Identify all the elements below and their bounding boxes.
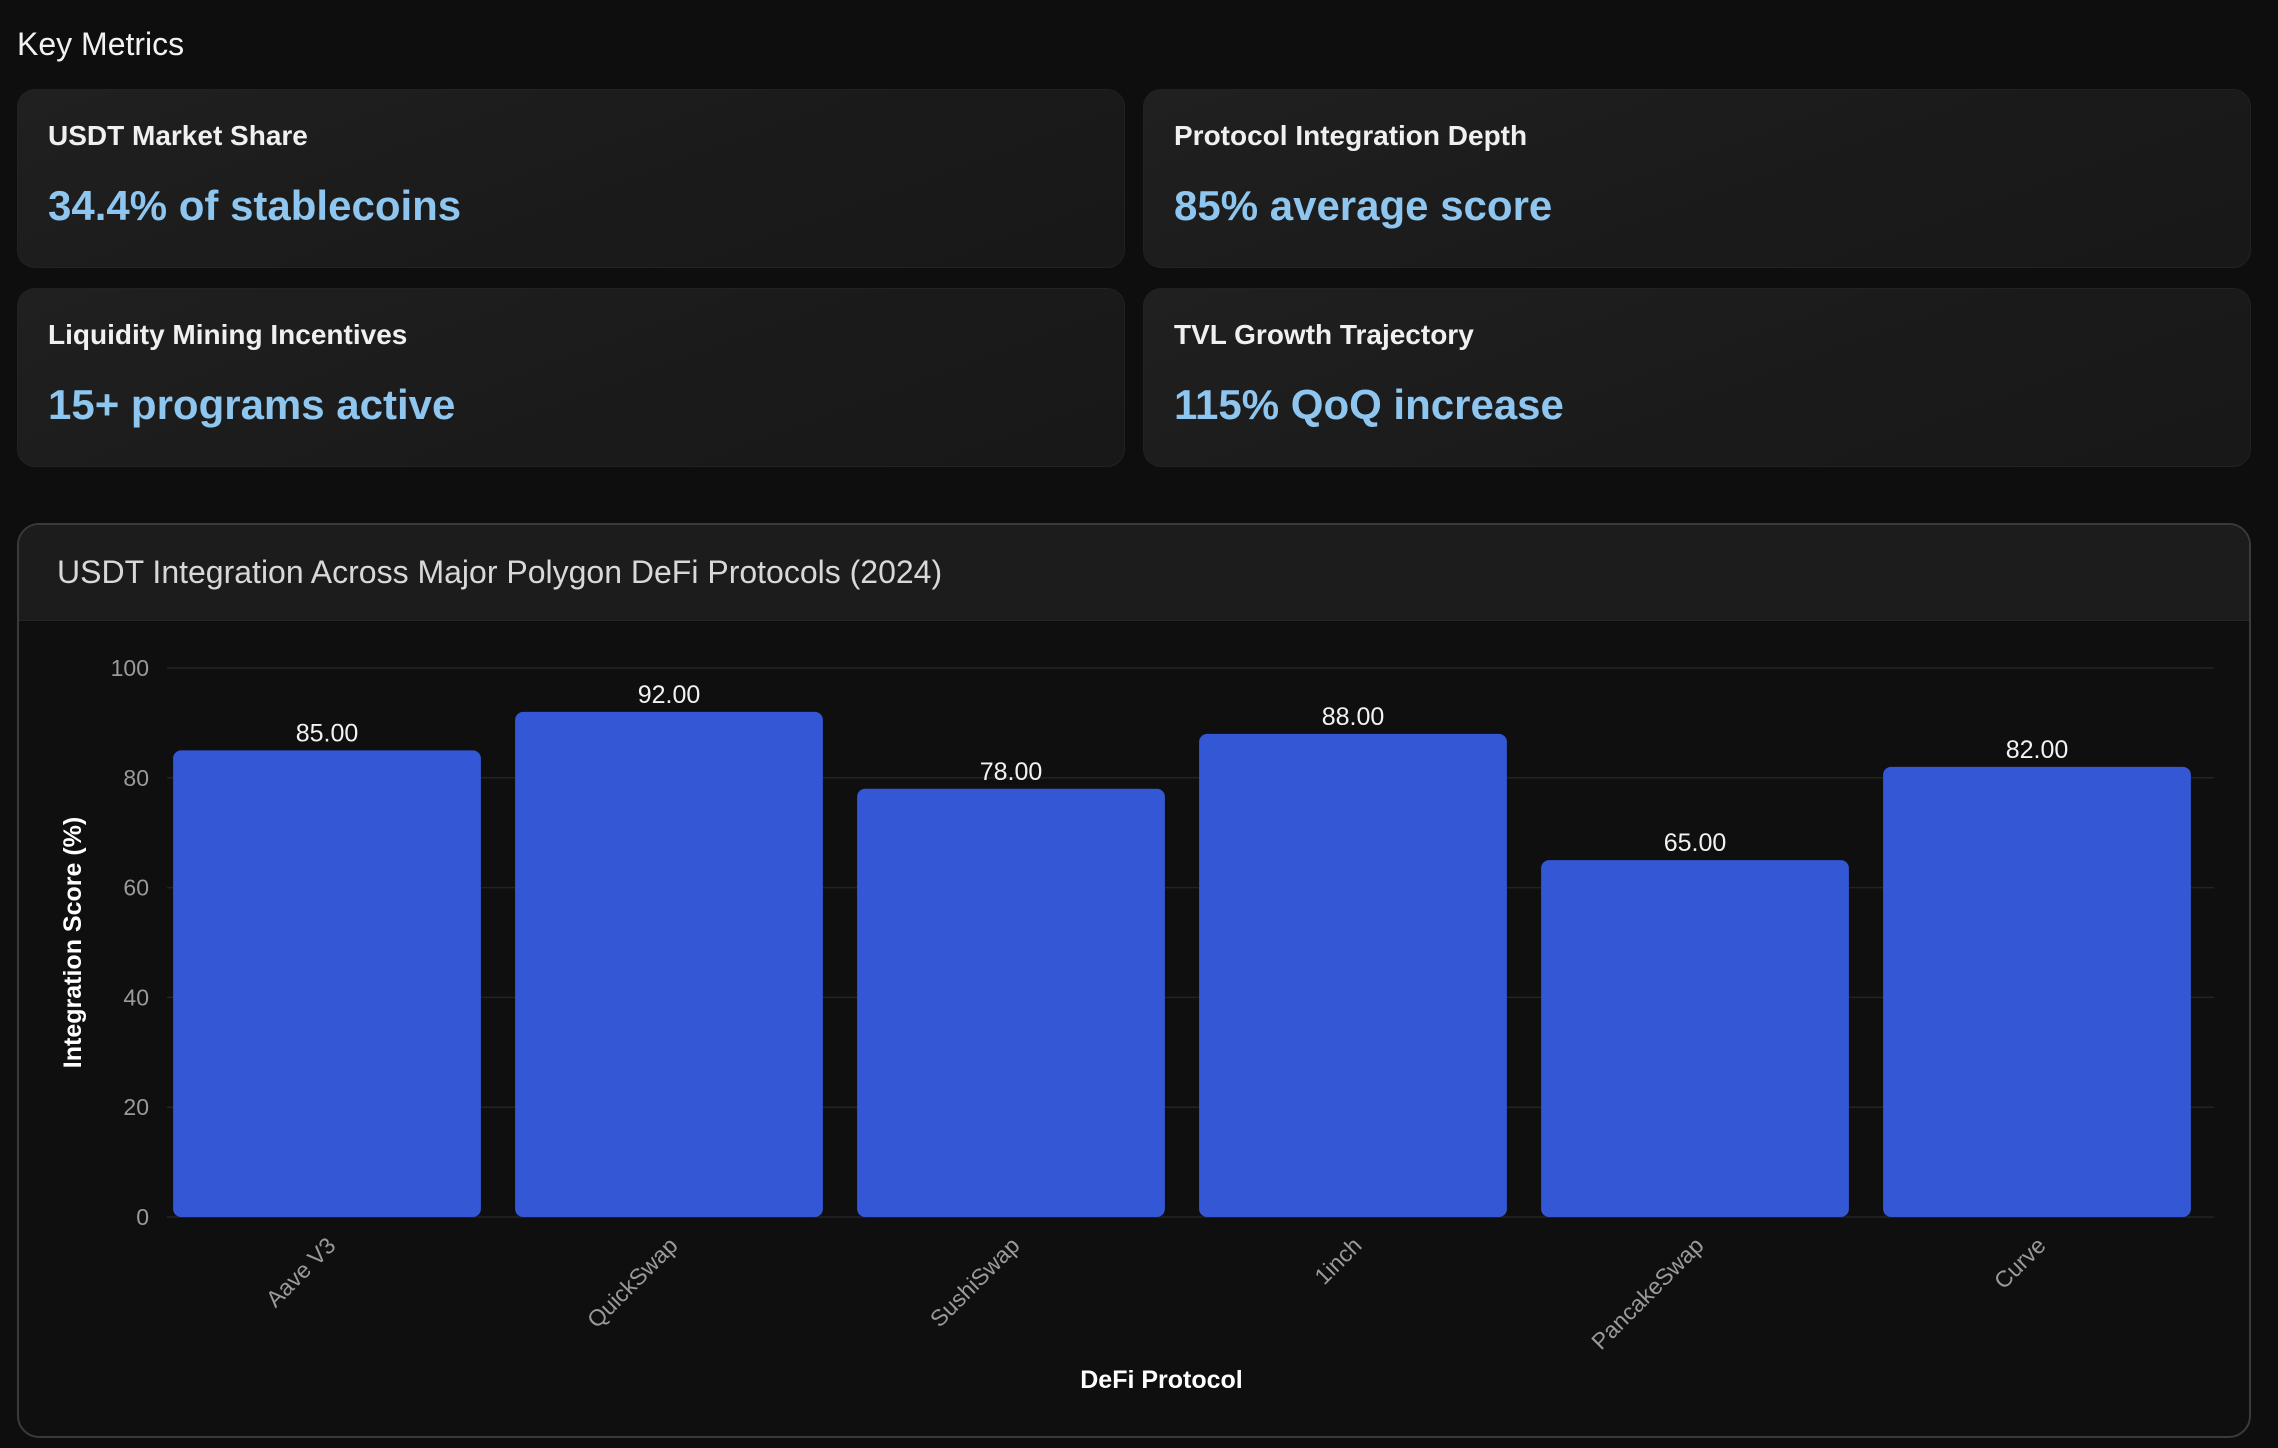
bar-quickswap	[515, 711, 823, 1217]
metric-card-liquidity-mining: Liquidity Mining Incentives 15+ programs…	[17, 288, 1125, 467]
data-label: 92.00	[638, 681, 701, 709]
metric-value: 85% average score	[1174, 182, 1553, 229]
bar-pancakeswap	[1541, 860, 1849, 1217]
bar-sushiswap	[857, 788, 1165, 1217]
metric-label: USDT Market Share	[48, 120, 308, 151]
data-label: 78.00	[980, 758, 1043, 786]
bar-1inch	[1199, 733, 1507, 1217]
x-tick-label: Aave V3	[261, 1232, 341, 1312]
metric-value: 115% QoQ increase	[1174, 381, 1564, 428]
y-tick-label: 60	[123, 875, 149, 901]
y-tick-label: 20	[123, 1094, 149, 1120]
metrics-grid: USDT Market Share 34.4% of stablecoins P…	[17, 89, 2251, 467]
x-tick-label: Curve	[1989, 1232, 2051, 1294]
x-axis-label: DeFi Protocol	[1080, 1366, 1243, 1394]
bar-curve	[1883, 766, 2191, 1217]
y-tick-label: 100	[111, 655, 149, 681]
metric-card-market-share: USDT Market Share 34.4% of stablecoins	[17, 89, 1125, 268]
metric-label: TVL Growth Trajectory	[1174, 319, 1474, 350]
data-label: 88.00	[1322, 703, 1385, 731]
x-tick-label: PancakeSwap	[1586, 1232, 1708, 1354]
metric-value: 15+ programs active	[48, 381, 456, 428]
section-title: Key Metrics	[17, 26, 185, 62]
x-tick-label: 1inch	[1309, 1232, 1366, 1289]
data-label: 85.00	[296, 719, 359, 747]
x-tick-label: SushiSwap	[925, 1232, 1025, 1332]
y-axis-label: Integration Score (%)	[59, 817, 87, 1068]
metric-label: Protocol Integration Depth	[1174, 120, 1528, 151]
data-label: 82.00	[2006, 736, 2069, 764]
metric-card-integration-depth: Protocol Integration Depth 85% average s…	[1143, 89, 2251, 268]
x-tick-label: QuickSwap	[582, 1232, 683, 1333]
bar-chart: 0 20 40 60 80 100 Integration Score (%) 85.00 Aa…	[59, 655, 2214, 1394]
metric-value: 34.4% of stablecoins	[48, 182, 462, 229]
y-tick-label: 0	[136, 1204, 149, 1230]
metric-label: Liquidity Mining Incentives	[48, 319, 408, 350]
chart-header: USDT Integration Across Major Polygon De…	[19, 525, 2249, 621]
chart-card: USDT Integration Across Major Polygon De…	[17, 523, 2251, 1438]
y-tick-label: 40	[123, 984, 149, 1010]
chart-title: USDT Integration Across Major Polygon De…	[57, 554, 943, 590]
bar-aave-v3	[173, 750, 481, 1217]
y-tick-label: 80	[123, 765, 149, 791]
metric-card-tvl-growth: TVL Growth Trajectory 115% QoQ increase	[1143, 288, 2251, 467]
data-label: 65.00	[1664, 829, 1727, 857]
